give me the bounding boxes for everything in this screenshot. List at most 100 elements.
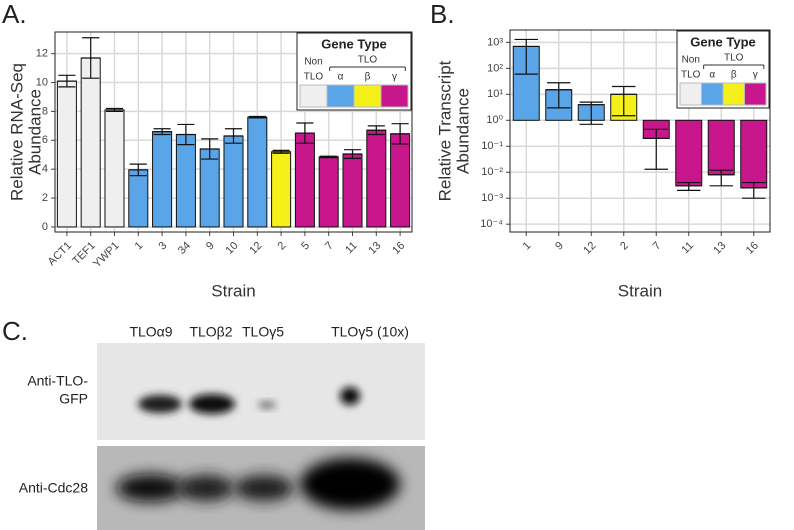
legend-swatch	[701, 82, 724, 106]
bar	[271, 151, 292, 228]
error-bar	[740, 181, 767, 199]
band	[258, 401, 276, 409]
band	[300, 458, 400, 510]
error-bar	[176, 123, 196, 146]
y-tick-label: 10³	[487, 36, 503, 48]
bar	[512, 45, 540, 121]
error-bar	[295, 122, 315, 144]
legend-swatch	[299, 84, 328, 108]
western-blot: C. TLOα9 TLOβ2 TLOγ5 TLOγ5 (10x) Anti-TL…	[2, 316, 425, 530]
bar	[675, 119, 703, 187]
error-bar	[57, 74, 77, 88]
y-axis-title: Abundance	[25, 89, 44, 175]
error-bar	[643, 128, 670, 170]
x-tick-label: YWP1	[91, 240, 122, 271]
error-bar	[223, 128, 244, 144]
bar	[104, 109, 125, 228]
y-tick-label: 0	[42, 221, 48, 233]
error-bar	[708, 169, 735, 187]
legend-label: β	[731, 70, 737, 81]
legend-swatch	[380, 84, 409, 108]
bar	[56, 80, 77, 228]
x-tick-label: 2	[618, 240, 631, 253]
lane-label: TLOγ5	[242, 324, 284, 340]
legend-label: α	[338, 72, 344, 83]
y-tick-label: 8	[42, 105, 48, 117]
x-tick-label: 5	[299, 240, 312, 253]
legend-swatch	[744, 82, 767, 106]
error-bar	[390, 123, 410, 145]
x-tick-label: 13	[366, 240, 383, 257]
legend-label: β	[365, 72, 371, 83]
x-tick-label: 9	[553, 240, 566, 253]
bar	[152, 131, 173, 228]
y-tick-label: 2	[42, 192, 48, 204]
bar	[318, 156, 339, 228]
legend-label: TLO	[304, 72, 324, 83]
bar	[175, 134, 196, 228]
error-bar	[271, 149, 291, 154]
y-tick-label: 10⁻⁴	[480, 218, 503, 230]
bar	[740, 119, 768, 189]
bar	[294, 132, 315, 228]
legend-label: Non	[304, 57, 322, 68]
legend-label: γ	[753, 70, 758, 81]
x-tick-label: 7	[323, 240, 336, 253]
x-tick-label: 7	[651, 240, 664, 253]
bar	[342, 153, 363, 228]
y-tick-label: 10⁻²	[481, 166, 503, 178]
band	[234, 475, 294, 501]
y-tick-label: 10	[36, 76, 48, 88]
x-axis-title: Strain	[618, 281, 662, 300]
error-bar	[545, 82, 572, 109]
row-label: Anti-TLO-	[27, 373, 88, 389]
panel-label: C.	[2, 316, 28, 346]
error-bar	[675, 181, 702, 191]
x-tick-label: ACT1	[46, 240, 74, 268]
error-bar	[366, 125, 386, 136]
y-tick-label: 6	[42, 134, 48, 146]
error-bar	[104, 107, 125, 113]
bar	[390, 133, 411, 228]
legend-label: TLO	[681, 70, 701, 81]
y-tick-label: 12	[36, 48, 48, 60]
bar	[366, 129, 387, 228]
y-axis-title: Relative Transcript	[435, 60, 454, 201]
bar	[80, 57, 101, 228]
legend-swatch	[353, 84, 382, 108]
band	[116, 474, 184, 502]
lane-label: TLOγ5 (10x)	[331, 324, 409, 340]
error-bar	[81, 37, 101, 79]
legend-label: γ	[392, 72, 397, 83]
legend-group-label: TLO	[724, 53, 744, 64]
x-axis-title: Strain	[211, 281, 255, 300]
y-axis-title: Abundance	[453, 88, 472, 174]
x-tick-label: 1	[521, 240, 534, 253]
error-bar	[513, 38, 540, 75]
y-tick-label: 10⁰	[486, 114, 503, 126]
y-tick-label: 10²	[487, 62, 503, 74]
bar	[247, 116, 268, 228]
lane-label: TLOα9	[129, 324, 172, 340]
band	[189, 394, 235, 414]
row-label: GFP	[59, 391, 88, 407]
error-bar	[200, 138, 220, 160]
x-tick-label: 2	[275, 240, 288, 253]
x-tick-label: 16	[390, 240, 407, 257]
x-tick-label: 11	[343, 240, 360, 257]
x-tick-label: 12	[247, 240, 264, 257]
y-tick-label: 4	[42, 163, 48, 175]
y-tick-label: 10⁻³	[481, 192, 503, 204]
bar	[707, 119, 735, 176]
x-tick-label: 1	[133, 240, 146, 253]
legend-label: Non	[682, 55, 700, 66]
band	[138, 395, 182, 413]
lane-label: TLOβ2	[189, 324, 232, 340]
legend-group-label: TLO	[358, 55, 378, 66]
band	[178, 475, 234, 501]
bar	[223, 135, 244, 228]
error-bar	[342, 149, 363, 159]
blot-panel	[97, 343, 425, 440]
legend-title: Gene Type	[690, 34, 756, 49]
